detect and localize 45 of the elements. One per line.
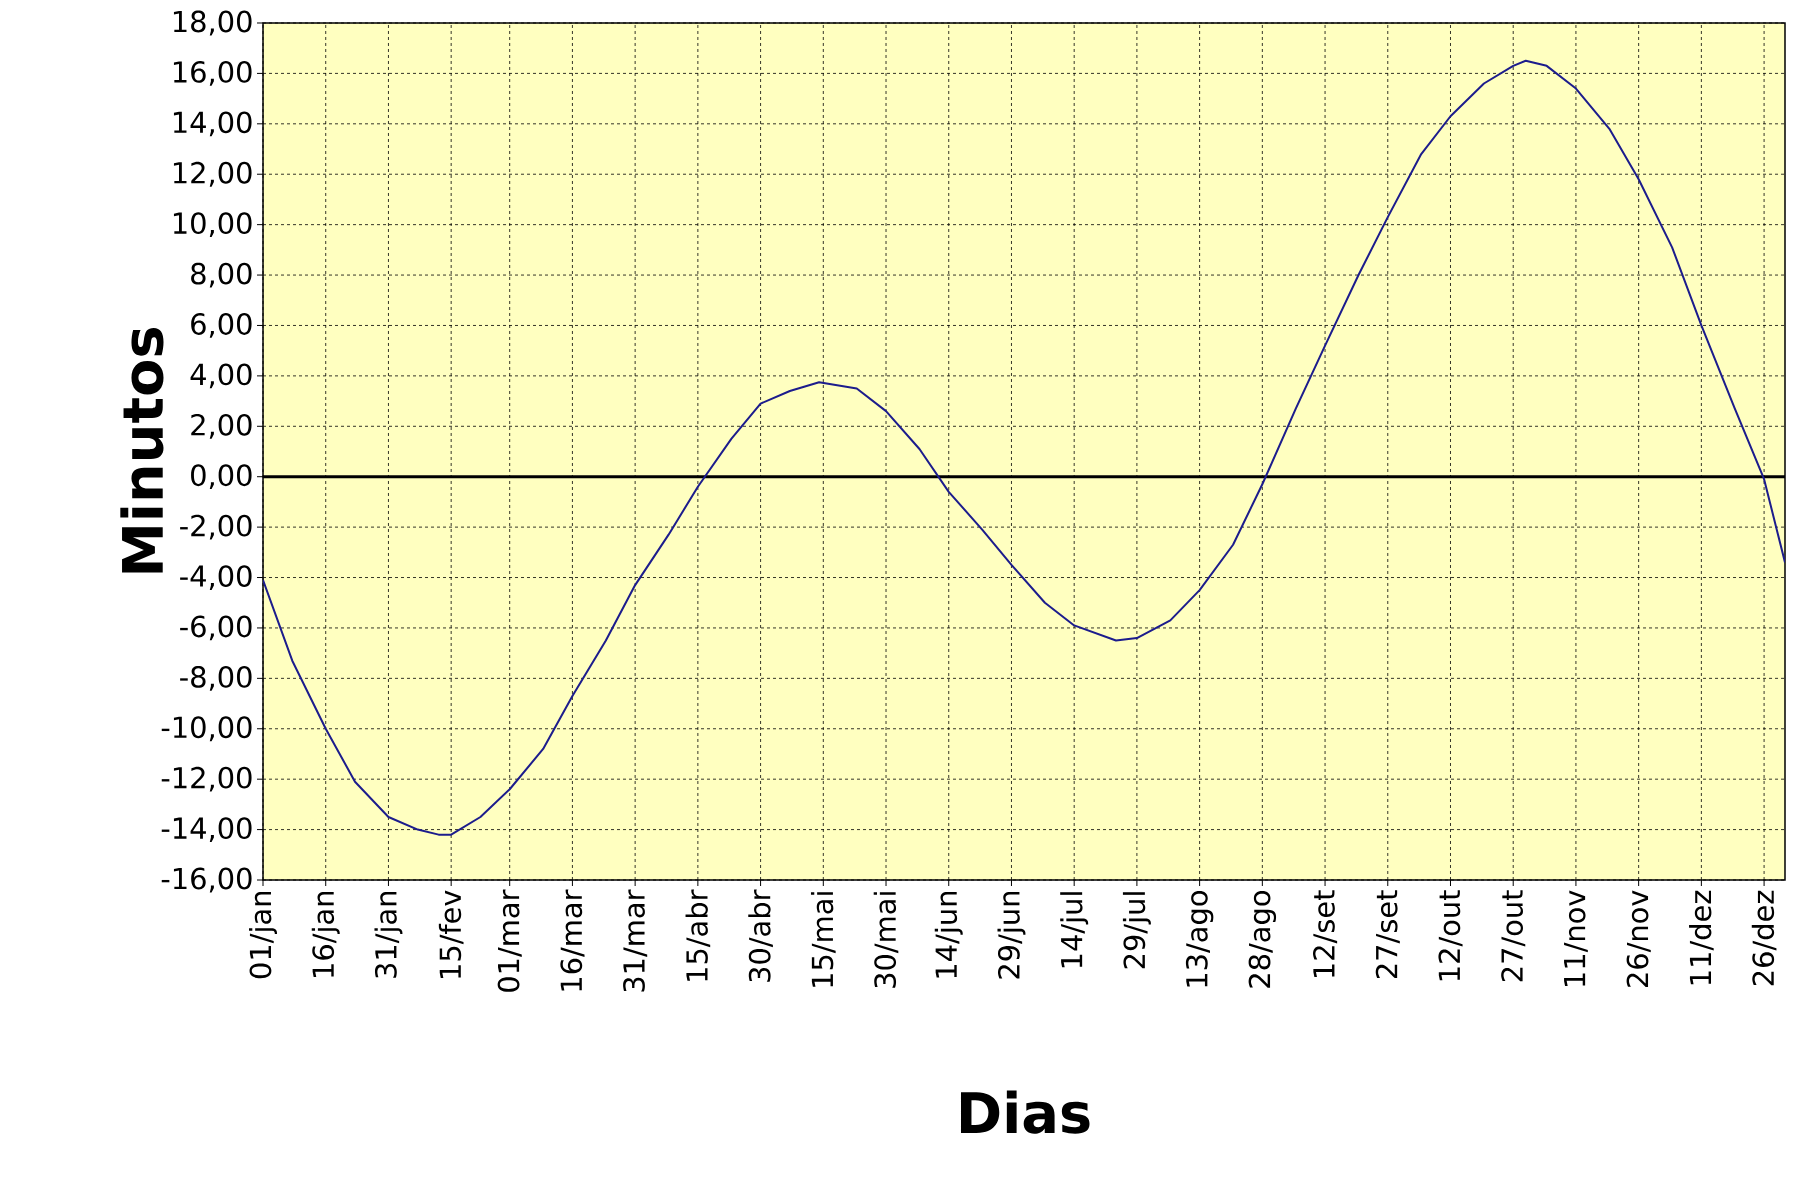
x-tick-label: 16/mar <box>560 889 585 991</box>
y-tick-label: -6,00 <box>180 615 252 641</box>
y-tick-label: 18,00 <box>173 10 252 36</box>
y-tick-label: 10,00 <box>173 212 252 238</box>
x-tick-label: 28/ago <box>1248 891 1277 988</box>
y-tick-label: -12,00 <box>161 766 252 792</box>
x-tick-label: 14/jun <box>934 891 963 978</box>
y-tick-label: -2,00 <box>180 514 252 540</box>
y-tick-label: -10,00 <box>161 716 252 742</box>
x-tick-label: 29/jun <box>997 891 1026 979</box>
x-tick-label: 13/ago <box>1185 891 1214 987</box>
y-axis-title: Minutos <box>120 327 164 573</box>
y-tick-label: 4,00 <box>190 363 252 389</box>
y-tick-label: -8,00 <box>180 665 252 691</box>
y-tick-label: -4,00 <box>180 565 252 590</box>
x-tick-label: 15/mai <box>810 892 836 987</box>
y-tick-label: 14,00 <box>173 111 252 137</box>
x-tick-label: 31/mar <box>623 889 648 992</box>
y-tick-label: -16,00 <box>161 867 252 893</box>
y-tick-label: 12,00 <box>173 161 252 187</box>
x-tick-label: 12/out <box>1438 890 1463 981</box>
x-tick-label: 26/nov <box>1626 890 1651 987</box>
y-tick-label: 16,00 <box>173 61 252 86</box>
x-tick-label: 14/jul <box>1060 892 1089 968</box>
x-tick-label: 31/jan <box>374 891 403 978</box>
x-tick-label: 26/dez <box>1751 890 1777 986</box>
x-tick-label: 11/nov <box>1564 890 1588 986</box>
x-tick-label: 29/jul <box>1122 892 1151 969</box>
y-tick-label: -14,00 <box>161 817 252 842</box>
x-tick-label: 30/abr <box>748 889 773 982</box>
y-tick-label: 8,00 <box>191 262 252 288</box>
x-tick-label: 16/jan <box>311 891 340 977</box>
y-tick-label: 6,00 <box>191 313 252 338</box>
x-tick-label: 15/abr <box>685 889 711 981</box>
x-tick-label: 30/mai <box>873 892 899 988</box>
x-tick-label: 12/set <box>1313 890 1338 977</box>
x-tick-label: 01/jan <box>249 891 277 979</box>
x-tick-label: 15/fev <box>438 890 464 978</box>
y-tick-label: 2,00 <box>191 413 252 439</box>
y-tick-label: 0,00 <box>191 464 252 490</box>
x-tick-label: 27/out <box>1501 890 1526 982</box>
x-tick-label: 27/set <box>1375 890 1400 979</box>
x-axis-title: Dias <box>960 1090 1090 1134</box>
x-tick-label: 01/mar <box>497 889 522 992</box>
x-tick-label: 11/dez <box>1689 890 1714 985</box>
